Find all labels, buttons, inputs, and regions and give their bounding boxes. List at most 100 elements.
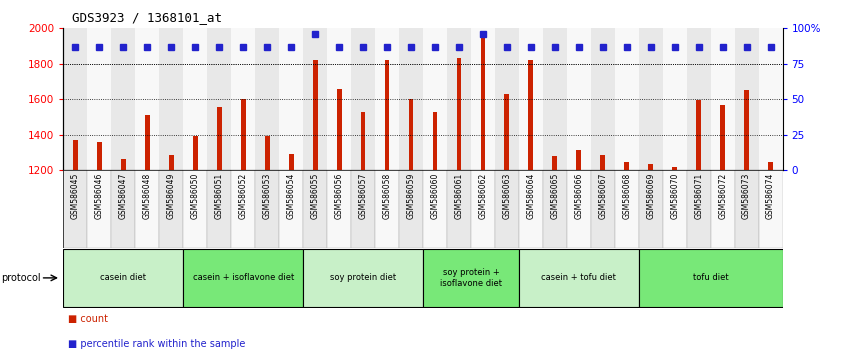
- Text: ■ count: ■ count: [68, 314, 107, 324]
- Bar: [145, 115, 150, 354]
- Bar: [303, 170, 327, 248]
- Text: GSM586074: GSM586074: [766, 172, 775, 219]
- Text: GSM586045: GSM586045: [71, 172, 80, 219]
- Bar: [696, 100, 701, 354]
- Bar: [481, 35, 486, 354]
- Bar: [615, 170, 639, 248]
- Text: ■ percentile rank within the sample: ■ percentile rank within the sample: [68, 339, 245, 349]
- Bar: [255, 28, 279, 170]
- Bar: [184, 249, 303, 307]
- Bar: [327, 28, 351, 170]
- Bar: [673, 167, 677, 354]
- Bar: [711, 28, 734, 170]
- Bar: [184, 170, 207, 248]
- Bar: [768, 162, 773, 354]
- Text: GSM586068: GSM586068: [623, 172, 631, 218]
- Bar: [63, 170, 87, 248]
- Text: casein diet: casein diet: [101, 273, 146, 282]
- Bar: [529, 60, 533, 354]
- Bar: [159, 170, 184, 248]
- Text: GSM586051: GSM586051: [215, 172, 223, 218]
- Text: GSM586070: GSM586070: [670, 172, 679, 219]
- Bar: [759, 28, 783, 170]
- Text: GSM586060: GSM586060: [431, 172, 439, 219]
- Bar: [711, 170, 734, 248]
- Bar: [591, 28, 615, 170]
- Text: soy protein diet: soy protein diet: [330, 273, 396, 282]
- Bar: [288, 154, 294, 354]
- Text: GDS3923 / 1368101_at: GDS3923 / 1368101_at: [72, 11, 222, 24]
- Bar: [519, 170, 543, 248]
- Text: GSM586069: GSM586069: [646, 172, 655, 219]
- Text: GSM586053: GSM586053: [263, 172, 272, 219]
- Bar: [399, 170, 423, 248]
- Bar: [169, 155, 173, 354]
- Bar: [423, 249, 519, 307]
- Bar: [303, 28, 327, 170]
- Bar: [135, 170, 159, 248]
- Text: GSM586049: GSM586049: [167, 172, 176, 219]
- Text: GSM586052: GSM586052: [239, 172, 248, 218]
- Bar: [567, 170, 591, 248]
- Bar: [351, 28, 375, 170]
- Bar: [63, 249, 184, 307]
- Bar: [87, 170, 112, 248]
- Bar: [639, 249, 783, 307]
- Bar: [265, 136, 270, 354]
- Bar: [73, 140, 78, 354]
- Text: GSM586048: GSM586048: [143, 172, 151, 218]
- Bar: [495, 170, 519, 248]
- Text: GSM586050: GSM586050: [191, 172, 200, 219]
- Bar: [601, 155, 605, 354]
- Bar: [121, 159, 126, 354]
- Bar: [351, 170, 375, 248]
- Bar: [385, 60, 389, 354]
- Text: GSM586057: GSM586057: [359, 172, 367, 219]
- Text: GSM586055: GSM586055: [310, 172, 320, 219]
- Bar: [241, 99, 245, 354]
- Bar: [97, 142, 102, 354]
- Bar: [759, 170, 783, 248]
- Text: GSM586054: GSM586054: [287, 172, 295, 219]
- Text: GSM586073: GSM586073: [742, 172, 751, 219]
- Bar: [159, 28, 184, 170]
- Bar: [375, 170, 399, 248]
- Text: GSM586071: GSM586071: [695, 172, 703, 218]
- Bar: [217, 107, 222, 354]
- Bar: [744, 90, 749, 354]
- Text: soy protein +
isoflavone diet: soy protein + isoflavone diet: [440, 268, 502, 287]
- Text: GSM586047: GSM586047: [119, 172, 128, 219]
- Text: GSM586066: GSM586066: [574, 172, 583, 219]
- Bar: [543, 28, 567, 170]
- Bar: [519, 28, 543, 170]
- Bar: [375, 28, 399, 170]
- Bar: [135, 28, 159, 170]
- Bar: [687, 170, 711, 248]
- Bar: [471, 170, 495, 248]
- Bar: [399, 28, 423, 170]
- Bar: [87, 28, 112, 170]
- Text: GSM586059: GSM586059: [407, 172, 415, 219]
- Bar: [447, 28, 471, 170]
- Bar: [543, 170, 567, 248]
- Bar: [576, 150, 581, 354]
- Bar: [615, 28, 639, 170]
- Bar: [662, 28, 687, 170]
- Bar: [432, 112, 437, 354]
- Text: casein + tofu diet: casein + tofu diet: [541, 273, 616, 282]
- Text: protocol: protocol: [1, 273, 41, 283]
- Bar: [63, 28, 87, 170]
- Bar: [504, 94, 509, 354]
- Bar: [279, 28, 303, 170]
- Bar: [662, 170, 687, 248]
- Text: GSM586056: GSM586056: [335, 172, 343, 219]
- Bar: [184, 28, 207, 170]
- Text: GSM586063: GSM586063: [503, 172, 511, 219]
- Bar: [648, 164, 653, 354]
- Text: tofu diet: tofu diet: [693, 273, 728, 282]
- Bar: [360, 112, 365, 354]
- Bar: [639, 170, 662, 248]
- Text: GSM586065: GSM586065: [551, 172, 559, 219]
- Bar: [193, 136, 198, 354]
- Bar: [303, 249, 423, 307]
